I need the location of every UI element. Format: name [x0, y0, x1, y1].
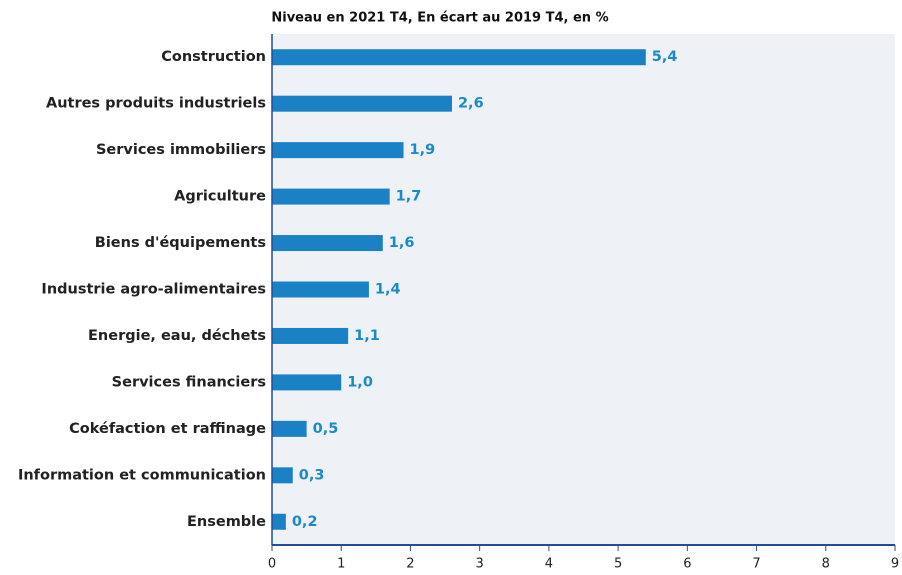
- chart-title: Niveau en 2021 T4, En écart au 2019 T4, …: [271, 11, 608, 26]
- value-label: 0,5: [313, 421, 339, 437]
- x-tick-label: 2: [406, 557, 414, 572]
- y-tick-label: Industrie agro-alimentaires: [41, 282, 266, 298]
- y-tick-label: Cokéfaction et raffinage: [69, 421, 266, 437]
- y-tick-label: Autres produits industriels: [46, 96, 266, 112]
- bar: [272, 513, 286, 530]
- bar: [272, 374, 342, 391]
- y-tick-label: Services immobiliers: [96, 142, 266, 158]
- bar: [272, 281, 369, 298]
- y-tick-label: Biens d'équipements: [95, 235, 266, 251]
- y-tick-label: Construction: [161, 49, 266, 65]
- x-tick-label: 6: [683, 557, 691, 572]
- bar: [272, 420, 307, 437]
- y-tick-label: Information et communication: [18, 467, 266, 483]
- y-tick-label: Energie, eau, déchets: [88, 328, 266, 344]
- x-tick-label: 7: [752, 557, 760, 572]
- value-label: 0,3: [299, 467, 325, 483]
- value-label: 2,6: [458, 96, 484, 112]
- x-tick-label: 9: [891, 557, 899, 572]
- y-tick-label: Services financiers: [112, 374, 266, 390]
- value-label: 1,7: [396, 189, 422, 205]
- y-tick-label: Agriculture: [174, 189, 266, 205]
- value-label: 1,6: [389, 235, 415, 251]
- value-label: 1,4: [375, 282, 401, 298]
- value-label: 1,1: [354, 328, 380, 344]
- value-label: 0,2: [292, 514, 318, 530]
- bar: [272, 142, 404, 159]
- x-tick-label: 8: [822, 557, 830, 572]
- bar: [272, 235, 383, 252]
- bar: [272, 95, 452, 112]
- x-tick-label: 3: [476, 557, 484, 572]
- x-tick-label: 4: [545, 557, 553, 572]
- bar: [272, 49, 646, 66]
- x-tick-label: 1: [337, 557, 345, 572]
- bar: [272, 188, 390, 205]
- x-tick-label: 5: [614, 557, 622, 572]
- value-label: 1,9: [410, 142, 436, 158]
- plot-background: [272, 34, 895, 545]
- value-label: 1,0: [347, 374, 373, 390]
- bar: [272, 467, 293, 484]
- x-tick-label: 0: [268, 557, 276, 572]
- value-label: 5,4: [652, 49, 678, 65]
- y-tick-label: Ensemble: [187, 514, 266, 530]
- bar: [272, 327, 349, 344]
